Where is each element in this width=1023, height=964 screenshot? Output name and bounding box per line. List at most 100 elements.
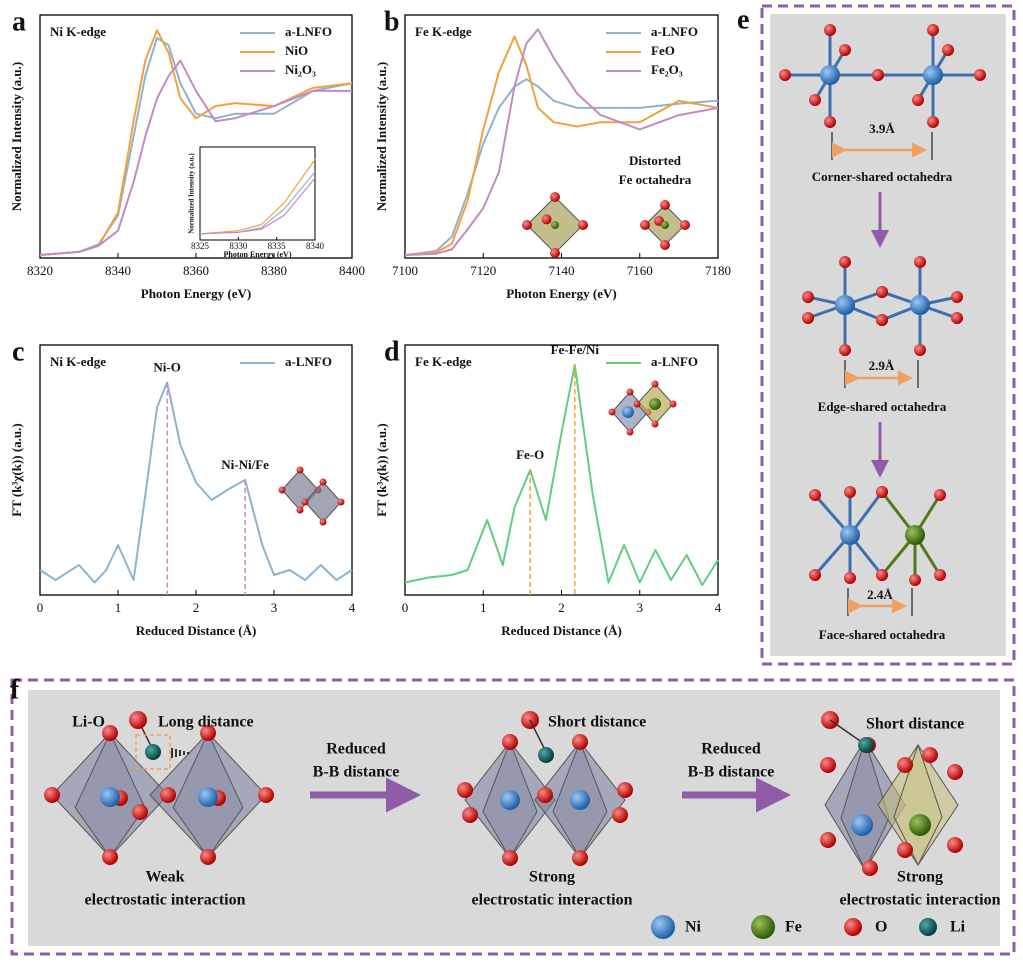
chart-title: Ni K-edge xyxy=(50,24,106,39)
atom xyxy=(839,44,851,56)
atom xyxy=(680,220,690,230)
x-tick-label: 0 xyxy=(37,600,44,615)
x-tick-label: 8340 xyxy=(306,241,325,251)
atom xyxy=(820,757,836,773)
x-tick-label: 7160 xyxy=(627,263,653,278)
atom xyxy=(923,65,943,85)
atom xyxy=(876,569,888,581)
legend-label: Ni xyxy=(685,919,702,936)
atom xyxy=(278,486,286,494)
atom xyxy=(301,498,309,506)
x-tick-label: 8320 xyxy=(27,263,53,278)
peak-label: Fe-O xyxy=(516,447,544,462)
legend-label: a-LNFO xyxy=(285,24,332,39)
atom xyxy=(100,787,120,807)
atom xyxy=(910,295,930,315)
atom xyxy=(824,24,836,36)
atom xyxy=(626,428,634,436)
y-axis-label: Normalized Intensity (a.u.) xyxy=(9,62,24,212)
x-tick-label: 8380 xyxy=(261,263,287,278)
atom xyxy=(951,312,963,324)
structure-caption: Strong xyxy=(897,869,943,886)
structure-label: Short distance xyxy=(866,716,964,733)
atom xyxy=(570,790,590,810)
atom xyxy=(296,466,304,474)
atom xyxy=(457,782,473,798)
data-line xyxy=(39,381,353,584)
atom xyxy=(319,518,327,526)
atom xyxy=(927,116,939,128)
atom xyxy=(129,711,147,729)
atom xyxy=(572,850,588,866)
data-line xyxy=(39,59,352,256)
x-axis-label: Photon Energy (eV) xyxy=(224,250,292,259)
atom xyxy=(835,295,855,315)
atom xyxy=(909,574,921,586)
x-tick-label: 7140 xyxy=(549,263,575,278)
atom xyxy=(851,814,873,836)
atom xyxy=(809,489,821,501)
atom xyxy=(502,734,518,750)
legend-label: Fe xyxy=(785,919,802,936)
legend-label: Li xyxy=(950,919,966,936)
peak-label: Ni-O xyxy=(153,359,180,374)
data-line xyxy=(199,177,316,235)
atom xyxy=(651,380,659,388)
atom xyxy=(974,69,986,81)
legend-label: O xyxy=(875,919,887,936)
atom xyxy=(820,65,840,85)
panel-label: a xyxy=(12,6,26,37)
atom xyxy=(102,849,118,865)
atom xyxy=(612,807,628,823)
panel-label: e xyxy=(737,4,749,35)
atom xyxy=(578,220,588,230)
y-axis-label: FT (k³χ(k)) (a.u.) xyxy=(374,423,389,516)
atom xyxy=(626,388,634,396)
panel-label: f xyxy=(10,674,20,705)
data-line xyxy=(404,364,719,586)
atom xyxy=(660,200,670,210)
legend-label: a-LNFO xyxy=(651,354,698,369)
atom xyxy=(934,489,946,501)
x-tick-label: 7100 xyxy=(392,263,418,278)
x-tick-label: 1 xyxy=(480,600,487,615)
atom xyxy=(905,525,925,545)
atom xyxy=(296,506,304,514)
structure-label: Short distance xyxy=(548,714,646,731)
atom xyxy=(44,787,60,803)
data-line xyxy=(199,159,316,235)
x-tick-label: 8335 xyxy=(268,241,287,251)
x-tick-label: 8360 xyxy=(183,263,209,278)
atom xyxy=(802,291,814,303)
atom xyxy=(572,734,588,750)
atom xyxy=(651,420,659,428)
peak-label: Ni-Ni/Fe xyxy=(221,457,269,472)
highlight-box xyxy=(135,734,171,770)
data-line xyxy=(39,29,353,256)
atom xyxy=(200,849,216,865)
y-axis-label: Normalized Intensity (a.u.) xyxy=(374,62,389,212)
atom xyxy=(145,744,161,760)
plot-frame xyxy=(39,344,353,596)
atom xyxy=(897,757,913,773)
x-tick-label: 8325 xyxy=(191,241,210,251)
structure-caption: Weak xyxy=(145,869,184,886)
panel-label: c xyxy=(12,336,24,367)
atom xyxy=(617,782,633,798)
atom xyxy=(258,787,274,803)
x-tick-label: 2 xyxy=(193,600,200,615)
atom xyxy=(500,790,520,810)
atom xyxy=(102,725,118,741)
x-tick-label: 4 xyxy=(349,600,356,615)
atom xyxy=(934,569,946,581)
chart-title: Ni K-edge xyxy=(50,354,106,369)
atom xyxy=(942,44,954,56)
distance-label: 2.4Å xyxy=(867,587,893,602)
atom xyxy=(132,804,148,820)
atom xyxy=(919,918,937,936)
legend-label: Ni₂O₃ xyxy=(285,62,316,77)
atom xyxy=(897,842,913,858)
atom xyxy=(551,221,559,229)
atom xyxy=(198,787,218,807)
atom xyxy=(824,116,836,128)
